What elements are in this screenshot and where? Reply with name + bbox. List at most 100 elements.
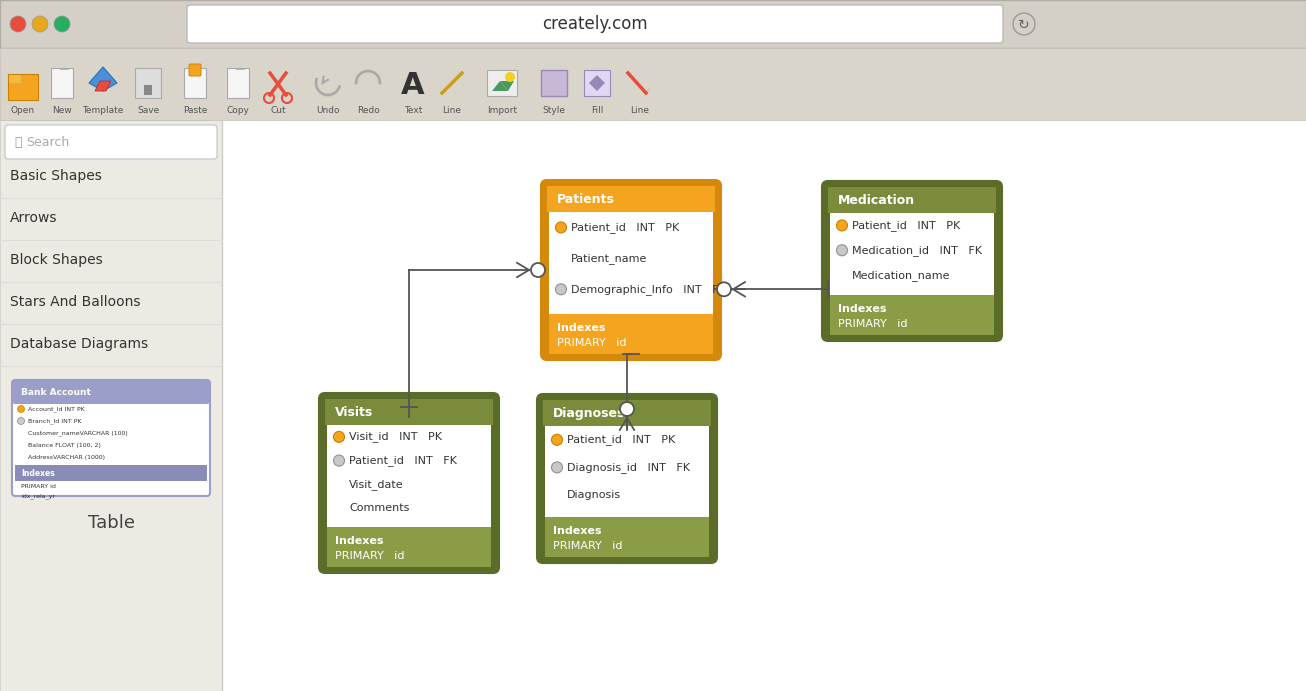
Bar bbox=[14, 465, 206, 481]
Circle shape bbox=[620, 402, 633, 416]
Circle shape bbox=[551, 434, 563, 445]
Text: Fill: Fill bbox=[590, 106, 603, 115]
FancyBboxPatch shape bbox=[184, 68, 206, 98]
Text: Table: Table bbox=[88, 514, 135, 532]
Text: Database Diagrams: Database Diagrams bbox=[10, 337, 148, 351]
FancyBboxPatch shape bbox=[227, 68, 249, 98]
Text: PRIMARY id: PRIMARY id bbox=[21, 484, 56, 489]
Text: Patient_name: Patient_name bbox=[571, 253, 648, 264]
Circle shape bbox=[551, 462, 563, 473]
Text: Copy: Copy bbox=[226, 106, 249, 115]
FancyBboxPatch shape bbox=[821, 181, 1002, 341]
Text: A: A bbox=[401, 70, 424, 100]
Circle shape bbox=[10, 16, 26, 32]
FancyBboxPatch shape bbox=[537, 394, 717, 563]
Circle shape bbox=[837, 220, 848, 231]
Circle shape bbox=[333, 455, 345, 466]
Text: Visits: Visits bbox=[336, 406, 374, 419]
Text: Patient_id   INT   PK: Patient_id INT PK bbox=[571, 222, 679, 233]
FancyBboxPatch shape bbox=[51, 68, 73, 98]
Polygon shape bbox=[492, 81, 508, 91]
Text: Patients: Patients bbox=[556, 193, 615, 205]
Text: Visit_id   INT   PK: Visit_id INT PK bbox=[349, 431, 441, 442]
Circle shape bbox=[54, 16, 71, 32]
Bar bbox=[545, 517, 709, 557]
Text: Stars And Balloons: Stars And Balloons bbox=[10, 295, 141, 309]
Text: idx_rela_yr: idx_rela_yr bbox=[21, 493, 55, 499]
Polygon shape bbox=[89, 67, 118, 91]
Text: Open: Open bbox=[10, 106, 35, 115]
FancyBboxPatch shape bbox=[144, 85, 151, 95]
Text: PRIMARY   id: PRIMARY id bbox=[556, 338, 627, 348]
Circle shape bbox=[717, 282, 731, 296]
Text: AddressVARCHAR (1000): AddressVARCHAR (1000) bbox=[27, 455, 104, 460]
Circle shape bbox=[505, 72, 515, 82]
Text: Indexes: Indexes bbox=[838, 304, 887, 314]
Bar bbox=[325, 399, 492, 425]
Text: ↻: ↻ bbox=[1019, 18, 1030, 32]
Circle shape bbox=[33, 16, 48, 32]
FancyBboxPatch shape bbox=[135, 68, 161, 98]
Text: Diagnoses: Diagnoses bbox=[552, 406, 626, 419]
Bar bbox=[543, 400, 710, 426]
FancyBboxPatch shape bbox=[541, 70, 567, 96]
Text: Indexes: Indexes bbox=[336, 536, 384, 546]
Bar bbox=[0, 48, 1306, 120]
Circle shape bbox=[837, 245, 848, 256]
Bar bbox=[326, 527, 491, 567]
Text: Arrows: Arrows bbox=[10, 211, 57, 225]
FancyBboxPatch shape bbox=[547, 186, 714, 354]
Text: PRIMARY   id: PRIMARY id bbox=[336, 551, 405, 561]
Text: Demographic_Info   INT   FK: Demographic_Info INT FK bbox=[571, 284, 726, 295]
Text: Cut: Cut bbox=[270, 106, 286, 115]
Text: Diagnosis_id   INT   FK: Diagnosis_id INT FK bbox=[567, 462, 690, 473]
Text: creately.com: creately.com bbox=[542, 15, 648, 33]
Text: New: New bbox=[52, 106, 72, 115]
FancyBboxPatch shape bbox=[487, 70, 517, 96]
Text: Patient_id   INT   PK: Patient_id INT PK bbox=[567, 435, 675, 445]
Polygon shape bbox=[95, 81, 111, 91]
Circle shape bbox=[333, 431, 345, 442]
Circle shape bbox=[17, 417, 25, 424]
Text: Patient_id   INT   PK: Patient_id INT PK bbox=[852, 220, 960, 231]
Bar bbox=[326, 425, 491, 527]
Text: Undo: Undo bbox=[316, 106, 340, 115]
Text: Diagnosis: Diagnosis bbox=[567, 490, 622, 500]
Text: Balance FLOAT (100, 2): Balance FLOAT (100, 2) bbox=[27, 442, 101, 448]
Text: Style: Style bbox=[542, 106, 565, 115]
FancyBboxPatch shape bbox=[189, 64, 201, 76]
Text: Paste: Paste bbox=[183, 106, 208, 115]
Text: Medication: Medication bbox=[838, 193, 916, 207]
Text: Search: Search bbox=[26, 135, 69, 149]
Text: Basic Shapes: Basic Shapes bbox=[10, 169, 102, 183]
Bar bbox=[831, 295, 994, 335]
Bar bbox=[549, 314, 713, 354]
Text: PRIMARY   id: PRIMARY id bbox=[838, 319, 908, 329]
Text: Redo: Redo bbox=[357, 106, 379, 115]
Circle shape bbox=[532, 263, 545, 277]
FancyBboxPatch shape bbox=[828, 187, 996, 335]
Text: Customer_nameVARCHAR (100): Customer_nameVARCHAR (100) bbox=[27, 430, 128, 436]
FancyBboxPatch shape bbox=[12, 380, 210, 496]
Text: Template: Template bbox=[82, 106, 124, 115]
FancyBboxPatch shape bbox=[325, 399, 492, 567]
Text: Bank Account: Bank Account bbox=[21, 388, 91, 397]
FancyBboxPatch shape bbox=[12, 380, 210, 404]
Text: Text: Text bbox=[404, 106, 422, 115]
Text: Block Shapes: Block Shapes bbox=[10, 253, 103, 267]
Text: Medication_id   INT   FK: Medication_id INT FK bbox=[852, 245, 982, 256]
Text: Indexes: Indexes bbox=[21, 468, 55, 477]
Bar bbox=[549, 212, 713, 314]
Text: ⌕: ⌕ bbox=[14, 135, 21, 149]
Text: Visit_date: Visit_date bbox=[349, 479, 404, 490]
FancyBboxPatch shape bbox=[5, 125, 217, 159]
Text: Patient_id   INT   FK: Patient_id INT FK bbox=[349, 455, 457, 466]
Text: Comments: Comments bbox=[349, 503, 409, 513]
Bar bbox=[831, 213, 994, 295]
FancyBboxPatch shape bbox=[9, 75, 21, 83]
Text: Branch_Id INT PK: Branch_Id INT PK bbox=[27, 418, 81, 424]
FancyBboxPatch shape bbox=[584, 70, 610, 96]
Circle shape bbox=[555, 222, 567, 233]
Bar bbox=[0, 120, 222, 691]
Text: Line: Line bbox=[631, 106, 649, 115]
